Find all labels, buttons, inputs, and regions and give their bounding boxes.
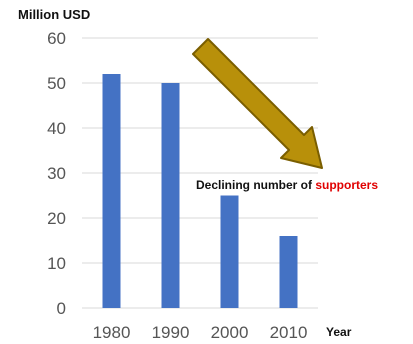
y-tick-label: 50: [47, 74, 66, 93]
x-tick-label: 1980: [93, 323, 131, 342]
y-tick-label: 10: [47, 254, 66, 273]
y-tick-label: 20: [47, 209, 66, 228]
bars: [102, 74, 298, 308]
y-tick-label: 0: [57, 299, 66, 318]
annotation-highlight: supporters: [315, 178, 378, 192]
gridlines: [82, 37, 318, 309]
x-tick-labels: 1980 1990 2000 2010: [93, 323, 308, 342]
bar-1980: [102, 74, 121, 308]
annotation-main: Declining number of: [196, 178, 315, 192]
y-axis-label: Million USD: [18, 7, 90, 22]
down-right-arrow-icon: [192, 38, 323, 169]
bar-2000: [220, 195, 239, 308]
x-tick-label: 1990: [152, 323, 190, 342]
bar-2010: [279, 236, 298, 308]
x-tick-label: 2010: [270, 323, 308, 342]
x-axis-label: Year: [326, 325, 352, 339]
y-tick-label: 40: [47, 119, 66, 138]
y-tick-label: 30: [47, 164, 66, 183]
x-tick-label: 2000: [211, 323, 249, 342]
bar-1990: [161, 83, 180, 308]
y-tick-labels: 0 10 20 30 40 50 60: [47, 29, 66, 318]
y-tick-label: 60: [47, 29, 66, 48]
annotation-text: Declining number of supporters: [196, 178, 378, 192]
